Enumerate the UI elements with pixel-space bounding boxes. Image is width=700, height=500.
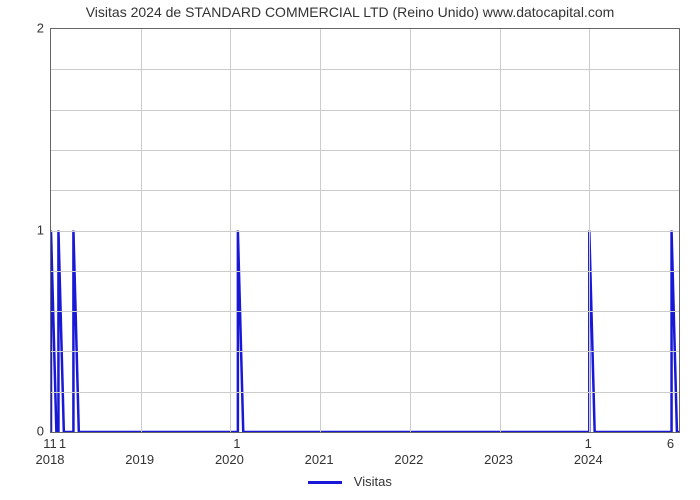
grid-h-minor	[51, 271, 679, 272]
x-tick-label: 2021	[289, 452, 349, 467]
grid-h-major	[51, 231, 679, 232]
value-label: 1	[217, 436, 257, 451]
grid-h-minor	[51, 351, 679, 352]
grid-h-minor	[51, 392, 679, 393]
legend-swatch	[308, 481, 342, 484]
series-path	[51, 231, 679, 433]
grid-h-minor	[51, 110, 679, 111]
x-tick-label: 2024	[558, 452, 618, 467]
grid-v-major	[320, 29, 321, 432]
grid-h-minor	[51, 150, 679, 151]
grid-v-major	[230, 29, 231, 432]
value-label: 1	[43, 436, 83, 451]
value-label: 1	[568, 436, 608, 451]
grid-v-major	[141, 29, 142, 432]
x-tick-label: 2018	[20, 452, 80, 467]
value-label: 6	[651, 436, 691, 451]
grid-h-minor	[51, 69, 679, 70]
grid-h-minor	[51, 311, 679, 312]
grid-v-major	[500, 29, 501, 432]
y-tick-label: 1	[4, 222, 44, 237]
legend-label: Visitas	[354, 474, 392, 489]
legend: Visitas	[0, 474, 700, 489]
y-tick-label: 2	[4, 21, 44, 36]
grid-v-major	[410, 29, 411, 432]
chart-container: Visitas 2024 de STANDARD COMMERCIAL LTD …	[0, 0, 700, 500]
plot-area	[50, 28, 680, 433]
x-tick-label: 2023	[469, 452, 529, 467]
grid-v-major	[589, 29, 590, 432]
chart-title: Visitas 2024 de STANDARD COMMERCIAL LTD …	[0, 4, 700, 20]
x-tick-label: 2020	[199, 452, 259, 467]
grid-h-minor	[51, 190, 679, 191]
x-tick-label: 2019	[110, 452, 170, 467]
x-tick-label: 2022	[379, 452, 439, 467]
